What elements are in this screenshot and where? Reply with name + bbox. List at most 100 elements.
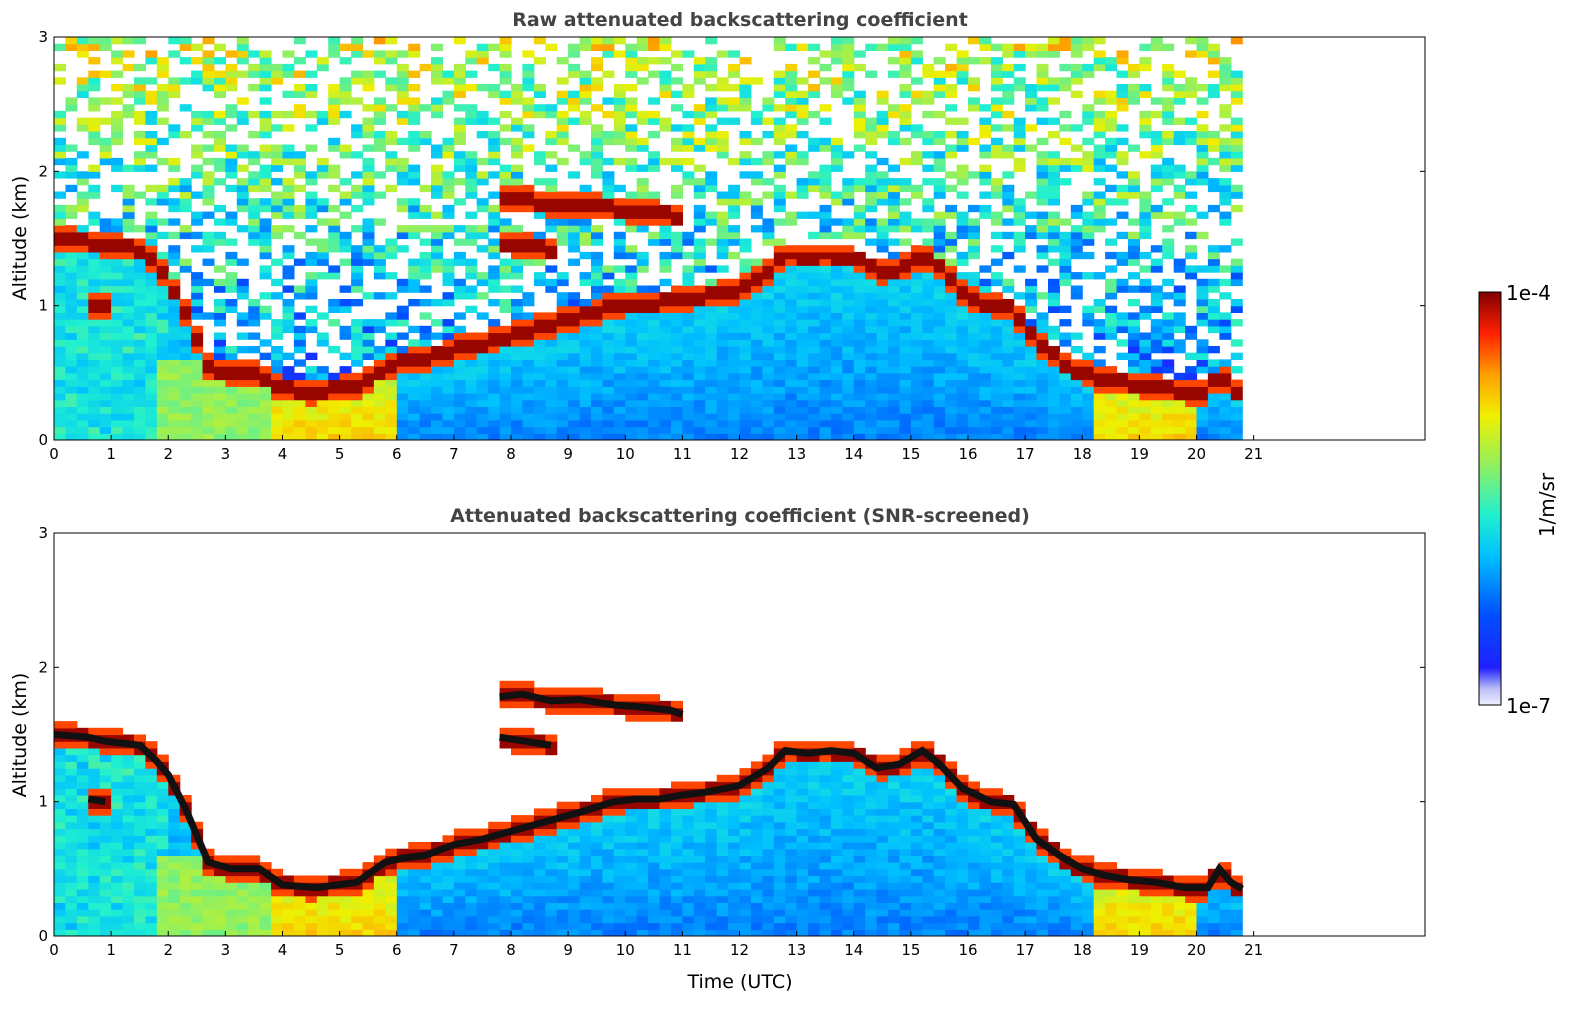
heatmap-cell: [77, 386, 89, 393]
heatmap-cell: [408, 138, 420, 145]
heatmap-cell: [648, 326, 660, 333]
heatmap-cell: [1117, 138, 1129, 145]
heatmap-cell: [694, 212, 706, 219]
heatmap-cell: [225, 366, 237, 373]
heatmap-cell: [123, 876, 135, 883]
heatmap-cell: [168, 306, 180, 313]
heatmap-cell: [237, 50, 249, 57]
heatmap-cell: [351, 339, 363, 346]
heatmap-cell: [1105, 185, 1117, 192]
heatmap-cell: [1094, 192, 1106, 199]
heatmap-cell: [385, 400, 397, 407]
heatmap-cell: [728, 373, 740, 380]
heatmap-cell: [968, 84, 980, 91]
heatmap-cell: [591, 145, 603, 152]
heatmap-cell: [1059, 306, 1071, 313]
heatmap-cell: [351, 97, 363, 104]
heatmap-cell: [65, 37, 77, 44]
heatmap-cell: [854, 272, 866, 279]
heatmap-cell: [1151, 380, 1163, 387]
heatmap-cell: [168, 299, 180, 306]
heatmap-cell: [294, 916, 306, 923]
heatmap-cell: [500, 37, 512, 44]
heatmap-cell: [111, 218, 123, 225]
heatmap-cell: [602, 406, 614, 413]
heatmap-cell: [420, 239, 432, 246]
heatmap-cell: [1048, 84, 1060, 91]
heatmap-cell: [637, 64, 649, 71]
heatmap-cell: [88, 84, 100, 91]
heatmap-cell: [957, 393, 969, 400]
heatmap-cell: [1162, 386, 1174, 393]
heatmap-cell: [1174, 346, 1186, 353]
heatmap-cell: [1128, 400, 1140, 407]
heatmap-cell: [374, 889, 386, 896]
heatmap-cell: [705, 57, 717, 64]
heatmap-cell: [88, 279, 100, 286]
heatmap-cell: [454, 239, 466, 246]
heatmap-cell: [180, 386, 192, 393]
heatmap-cell: [420, 265, 432, 272]
heatmap-cell: [454, 400, 466, 407]
heatmap-cell: [774, 104, 786, 111]
heatmap-cell: [305, 91, 317, 98]
heatmap-cell: [740, 245, 752, 252]
heatmap-cell: [728, 279, 740, 286]
heatmap-cell: [522, 312, 534, 319]
heatmap-cell: [545, 319, 557, 326]
heatmap-cell: [671, 185, 683, 192]
heatmap-cell: [100, 413, 112, 420]
heatmap-cell: [408, 44, 420, 51]
heatmap-cell: [877, 44, 889, 51]
heatmap-cell: [945, 212, 957, 219]
heatmap-cell: [134, 775, 146, 782]
heatmap-cell: [774, 118, 786, 125]
heatmap-cell: [831, 151, 843, 158]
heatmap-cell: [168, 312, 180, 319]
heatmap-cell: [968, 420, 980, 427]
heatmap-cell: [614, 118, 626, 125]
heatmap-cell: [625, 131, 637, 138]
heatmap-cell: [477, 333, 489, 340]
heatmap-cell: [728, 380, 740, 387]
heatmap-cell: [111, 380, 123, 387]
heatmap-cell: [203, 259, 215, 266]
heatmap-cell: [842, 299, 854, 306]
heatmap-cell: [797, 259, 809, 266]
heatmap-cell: [65, 225, 77, 232]
heatmap-cell: [225, 923, 237, 930]
heatmap-cell: [660, 239, 672, 246]
heatmap-cell: [1219, 380, 1231, 387]
heatmap-cell: [283, 299, 295, 306]
heatmap-cell: [522, 252, 534, 259]
heatmap-cell: [991, 57, 1003, 64]
heatmap-cell: [363, 916, 375, 923]
heatmap-cell: [488, 265, 500, 272]
heatmap-cell: [54, 265, 66, 272]
heatmap-cell: [717, 77, 729, 84]
heatmap-cell: [488, 44, 500, 51]
heatmap-cell: [557, 212, 569, 219]
heatmap-cell: [363, 923, 375, 930]
heatmap-cell: [157, 909, 169, 916]
heatmap-cell: [134, 849, 146, 856]
heatmap-cell: [1037, 353, 1049, 360]
heatmap-cell: [1025, 326, 1037, 333]
heatmap-cell: [260, 245, 272, 252]
heatmap-cell: [477, 359, 489, 366]
heatmap-cell: [351, 400, 363, 407]
heatmap-cell: [797, 299, 809, 306]
heatmap-cell: [808, 145, 820, 152]
heatmap-cell: [922, 312, 934, 319]
heatmap-cell: [145, 259, 157, 266]
heatmap-cell: [488, 158, 500, 165]
heatmap-cell: [568, 71, 580, 78]
heatmap-cell: [145, 835, 157, 842]
heatmap-cell: [1094, 145, 1106, 152]
heatmap-cell: [397, 373, 409, 380]
heatmap-cell: [1014, 366, 1026, 373]
heatmap-cell: [854, 292, 866, 299]
heatmap-cell: [271, 380, 283, 387]
heatmap-cell: [397, 178, 409, 185]
heatmap-cell: [145, 373, 157, 380]
